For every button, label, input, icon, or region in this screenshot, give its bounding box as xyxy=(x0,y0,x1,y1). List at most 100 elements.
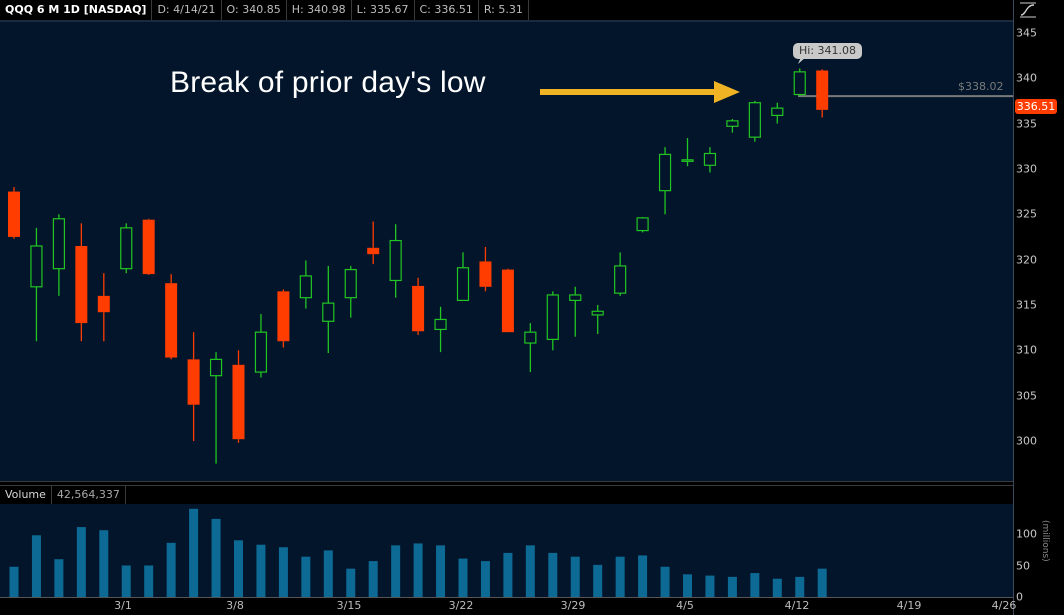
volume-bar xyxy=(480,561,490,597)
candle-body-up xyxy=(546,294,559,341)
candle-body-up xyxy=(52,218,66,270)
candle-body-down xyxy=(412,285,425,332)
candle-body-up xyxy=(726,120,739,127)
high-bubble: Hi: 341.08 xyxy=(793,43,863,59)
price-tick: 325 xyxy=(1016,207,1037,221)
close-value: C: 336.51 xyxy=(415,0,479,20)
price-tick: 330 xyxy=(1016,162,1037,176)
volume-bar xyxy=(99,530,109,597)
volume-bar xyxy=(458,558,468,597)
candle-body-up xyxy=(681,159,694,162)
last-price-badge: 336.51 xyxy=(1015,99,1057,114)
volume-bar xyxy=(638,555,648,597)
volume-unit-label: (millions) xyxy=(1040,520,1050,562)
price-tick: 315 xyxy=(1016,298,1037,312)
price-pane[interactable] xyxy=(0,22,1013,482)
date-tick: 3/15 xyxy=(336,599,362,612)
symbol-label[interactable]: QQQ 6 M 1D [NASDAQ] xyxy=(0,0,153,20)
volume-bar xyxy=(525,545,535,597)
candle-body-up xyxy=(254,331,268,373)
volume-bar xyxy=(548,552,558,597)
candle-body-up xyxy=(344,268,357,299)
price-tick: 310 xyxy=(1016,343,1037,357)
date-value: D: 4/14/21 xyxy=(152,0,222,20)
volume-bar xyxy=(593,564,603,597)
candle-body-down xyxy=(479,261,492,287)
volume-bar xyxy=(31,535,41,597)
annotation-arrow-head xyxy=(714,81,740,103)
price-tick: 305 xyxy=(1016,389,1037,403)
volume-bar xyxy=(166,542,176,597)
volume-bar xyxy=(368,561,378,597)
candle-body-up xyxy=(703,152,717,166)
volume-bar xyxy=(144,565,154,597)
range-value: R: 5.31 xyxy=(479,0,529,20)
volume-bar xyxy=(615,556,625,597)
high-value: H: 340.98 xyxy=(287,0,352,20)
candle-body-down xyxy=(367,247,380,255)
candle-body-up xyxy=(434,318,447,331)
candle-body-up xyxy=(389,239,402,282)
price-tick: 320 xyxy=(1016,253,1037,267)
candle-body-down xyxy=(165,283,178,358)
candle-body-down xyxy=(187,359,200,405)
volume-tick: 0 xyxy=(1016,590,1023,604)
candle-body-up xyxy=(209,358,223,377)
candle-body-up xyxy=(456,267,470,302)
volume-bar xyxy=(76,527,86,597)
volume-bar xyxy=(391,545,401,597)
candle-body-up xyxy=(30,245,43,288)
volume-bar xyxy=(234,540,243,597)
open-value: O: 340.85 xyxy=(222,0,287,20)
volume-bar xyxy=(9,566,19,597)
candle-body-up xyxy=(636,217,649,232)
price-level-label: $338.02 xyxy=(958,80,1004,93)
low-value: L: 335.67 xyxy=(352,0,415,20)
volume-value: 42,564,337 xyxy=(52,486,126,504)
candle-body-up xyxy=(748,102,761,138)
volume-tick: 50 xyxy=(1016,559,1030,572)
candle-body-down xyxy=(142,219,155,275)
price-tick: 335 xyxy=(1016,117,1037,131)
candlestick-chart xyxy=(8,57,1013,597)
annotation-text: Break of prior day's low xyxy=(170,66,486,99)
candle-body-up xyxy=(793,71,806,96)
volume-bar xyxy=(503,552,513,597)
volume-bar xyxy=(189,508,199,597)
volume-bar xyxy=(727,576,737,597)
candle-body-up xyxy=(120,227,133,270)
volume-bar xyxy=(436,545,446,597)
candle-body-down xyxy=(8,191,20,237)
volume-bar xyxy=(278,547,288,597)
date-axis[interactable]: 3/1 3/8 3/15 3/22 3/29 4/5 4/12 4/19 4/26 xyxy=(0,598,1016,615)
volume-bar xyxy=(211,518,221,597)
volume-bar xyxy=(256,544,266,597)
date-tick: 4/5 xyxy=(676,599,694,612)
candle-body-up xyxy=(322,302,335,322)
candle-body-up xyxy=(591,310,604,316)
chart-header: QQQ 6 M 1D [NASDAQ] D: 4/14/21 O: 340.85… xyxy=(0,0,1013,22)
date-tick: 3/8 xyxy=(226,599,244,612)
volume-bar xyxy=(54,559,64,597)
volume-bar xyxy=(772,578,782,597)
volume-bar xyxy=(660,566,670,597)
candle-body-up xyxy=(771,107,784,116)
volume-bar xyxy=(121,565,131,597)
volume-bar xyxy=(683,574,692,597)
volume-bar xyxy=(795,576,805,597)
volume-bar xyxy=(301,556,311,597)
candle-body-up xyxy=(658,153,672,192)
candle-body-up xyxy=(569,294,582,302)
volume-bar xyxy=(346,568,356,597)
volume-bar xyxy=(413,543,423,597)
studies-icon[interactable] xyxy=(1019,2,1037,18)
candle-body-up xyxy=(299,275,312,299)
price-tick: 340 xyxy=(1016,71,1037,85)
volume-bar xyxy=(323,550,333,597)
price-tick: 300 xyxy=(1016,434,1037,448)
volume-label: Volume xyxy=(0,486,52,504)
date-tick: 3/22 xyxy=(448,599,474,612)
volume-tick: 100 xyxy=(1016,527,1037,541)
date-tick: 3/1 xyxy=(114,599,132,612)
date-tick: 4/12 xyxy=(784,599,810,612)
